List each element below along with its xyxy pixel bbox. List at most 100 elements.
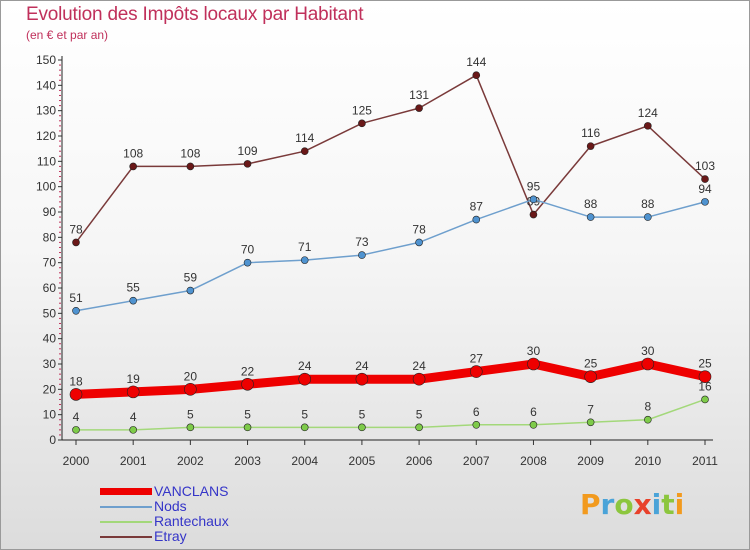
data-point-nods xyxy=(586,213,595,221)
data-label-rantechaux: 4 xyxy=(130,410,137,424)
data-point-nods xyxy=(72,306,80,315)
y-tick-label: 110 xyxy=(37,154,56,168)
data-point-rantechaux xyxy=(300,423,309,432)
x-tick-label: 2010 xyxy=(634,454,661,468)
legend-label-nods: Nods xyxy=(154,498,187,514)
data-label-nods: 87 xyxy=(470,200,484,214)
x-tick-label: 2000 xyxy=(63,454,90,468)
data-label-nods: 51 xyxy=(69,291,83,305)
chart-legend: VANCLANS Nods Rantechaux Etray xyxy=(100,484,360,544)
y-tick-label: 140 xyxy=(36,78,56,92)
y-tick-label: 20 xyxy=(43,382,57,396)
data-label-vanclans: 19 xyxy=(127,372,141,386)
y-tick-label: 0 xyxy=(49,433,56,447)
data-point-etray xyxy=(243,160,252,168)
y-tick-label: 30 xyxy=(43,357,57,371)
data-point-vanclans xyxy=(641,357,655,371)
data-point-etray xyxy=(644,122,652,130)
y-tick-label: 40 xyxy=(43,332,57,346)
y-tick-label: 70 xyxy=(43,256,57,270)
data-label-etray: 103 xyxy=(695,159,715,173)
data-label-rantechaux: 5 xyxy=(244,407,251,421)
data-label-vanclans: 30 xyxy=(641,344,655,358)
legend-swatch-rantechaux xyxy=(100,521,152,523)
data-label-rantechaux: 5 xyxy=(416,407,423,421)
y-tick-label: 10 xyxy=(43,408,57,422)
y-tick-label: 120 xyxy=(36,129,56,143)
data-label-vanclans: 24 xyxy=(412,359,426,373)
data-label-etray: 78 xyxy=(69,222,83,236)
data-label-rantechaux: 7 xyxy=(587,402,594,416)
data-point-nods xyxy=(186,286,195,295)
data-label-vanclans: 18 xyxy=(69,374,83,388)
data-point-nods xyxy=(358,251,366,259)
data-point-nods xyxy=(300,256,309,264)
legend-label-etray: Etray xyxy=(154,528,187,544)
data-point-nods xyxy=(415,238,423,247)
data-label-nods: 94 xyxy=(698,182,712,196)
data-point-etray xyxy=(415,104,423,112)
data-point-nods xyxy=(129,296,137,305)
data-label-vanclans: 24 xyxy=(355,359,369,373)
data-label-nods: 78 xyxy=(412,222,426,236)
data-point-nods xyxy=(529,195,538,204)
data-point-vanclans xyxy=(69,388,83,401)
x-tick-label: 2009 xyxy=(577,454,604,468)
data-label-etray: 109 xyxy=(238,144,258,158)
data-label-nods: 71 xyxy=(298,240,312,254)
data-label-etray: 108 xyxy=(180,146,200,160)
x-tick-label: 2011 xyxy=(692,454,718,468)
data-label-rantechaux: 5 xyxy=(187,407,194,421)
data-label-nods: 70 xyxy=(241,243,255,257)
data-point-etray xyxy=(72,238,80,247)
proxiti-logo: Proxiti xyxy=(580,488,685,521)
series-line-etray xyxy=(75,74,706,243)
data-point-rantechaux xyxy=(129,426,137,434)
data-label-nods: 59 xyxy=(184,271,198,285)
data-point-etray xyxy=(186,162,195,171)
x-tick-label: 2005 xyxy=(349,454,376,468)
data-point-etray xyxy=(586,142,595,150)
data-point-rantechaux xyxy=(644,415,652,424)
data-point-vanclans xyxy=(298,372,312,386)
legend-item-etray: Etray xyxy=(100,529,360,544)
data-point-rantechaux xyxy=(415,423,423,432)
data-point-etray xyxy=(701,175,709,183)
data-point-etray xyxy=(358,119,366,128)
data-label-nods: 88 xyxy=(641,197,655,211)
data-point-etray xyxy=(529,210,538,219)
data-point-vanclans xyxy=(584,370,597,383)
data-point-rantechaux xyxy=(472,420,481,429)
legend-swatch-vanclans xyxy=(100,488,152,495)
x-tick-label: 2006 xyxy=(406,454,433,468)
data-label-vanclans: 24 xyxy=(298,359,312,373)
data-point-rantechaux xyxy=(529,420,538,429)
data-point-nods xyxy=(472,215,481,224)
data-point-vanclans xyxy=(126,385,140,399)
series-line-vanclans xyxy=(75,359,706,399)
data-point-rantechaux xyxy=(186,423,195,432)
data-point-vanclans xyxy=(527,357,540,371)
data-label-vanclans: 25 xyxy=(584,357,598,371)
data-label-vanclans: 22 xyxy=(241,364,255,378)
data-label-nods: 73 xyxy=(355,235,369,249)
data-label-vanclans: 30 xyxy=(527,344,541,358)
data-point-rantechaux xyxy=(586,418,595,427)
data-point-vanclans xyxy=(469,365,483,378)
data-point-vanclans xyxy=(184,383,197,396)
y-tick-label: 50 xyxy=(43,306,57,320)
data-label-rantechaux: 8 xyxy=(644,400,651,414)
data-label-etray: 108 xyxy=(123,146,143,160)
y-tick-label: 130 xyxy=(36,104,56,118)
data-point-vanclans xyxy=(241,377,254,391)
data-label-rantechaux: 5 xyxy=(359,407,366,421)
chart-subtitle: (en € et par an) xyxy=(26,28,109,42)
data-label-rantechaux: 16 xyxy=(698,379,712,393)
series-line-nods xyxy=(75,198,706,312)
legend-item-rantechaux: Rantechaux xyxy=(100,514,360,529)
legend-label-rantechaux: Rantechaux xyxy=(154,513,229,529)
y-tick-label: 100 xyxy=(36,180,56,194)
x-tick-label: 2003 xyxy=(234,454,261,468)
x-tick-label: 2007 xyxy=(463,454,490,468)
data-label-vanclans: 20 xyxy=(184,369,198,383)
